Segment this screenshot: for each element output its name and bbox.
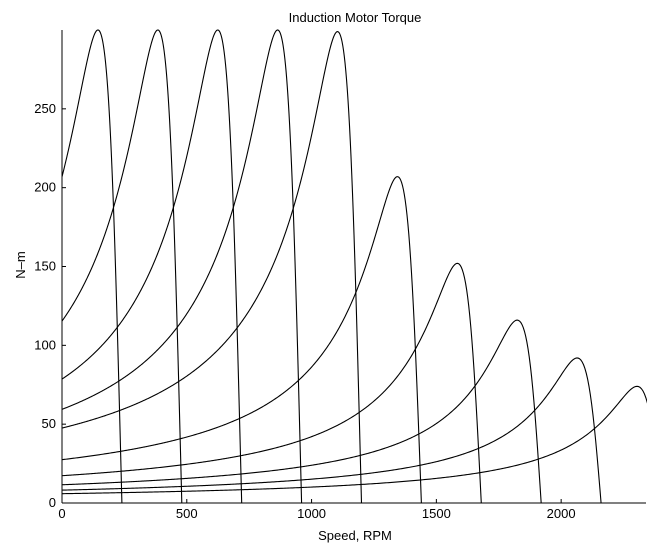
torque-curve-7 xyxy=(62,262,482,504)
y-tick-label: 100 xyxy=(34,337,56,352)
chart-curves xyxy=(62,29,647,504)
torque-curve-2 xyxy=(62,29,183,504)
x-tick-label: 0 xyxy=(58,506,65,521)
y-tick-label: 150 xyxy=(34,259,56,274)
torque-curve-4 xyxy=(62,29,303,504)
chart-ticks: 0 500 1000 1500 2000 0 50 100 150 200 250 xyxy=(34,101,575,521)
y-tick-label: 250 xyxy=(34,101,56,116)
x-tick-label: 2000 xyxy=(547,506,576,521)
y-tick-label: 0 xyxy=(49,495,56,510)
chart-axes xyxy=(61,30,646,504)
torque-curve-9 xyxy=(62,357,602,504)
torque-curve-8 xyxy=(62,319,542,504)
x-tick-label: 500 xyxy=(176,506,198,521)
torque-curve-3 xyxy=(62,29,243,504)
x-tick-label: 1500 xyxy=(422,506,451,521)
y-axis-label: N–m xyxy=(13,251,28,278)
y-tick-label: 50 xyxy=(42,416,56,431)
x-tick-label: 1000 xyxy=(297,506,326,521)
y-tick-label: 200 xyxy=(34,180,56,195)
chart-title: Induction Motor Torque xyxy=(289,10,422,25)
torque-curve-1 xyxy=(62,29,123,504)
x-axis-label: Speed, RPM xyxy=(318,528,392,543)
torque-curve-6 xyxy=(62,176,422,504)
torque-curve-5 xyxy=(62,31,363,504)
torque-curve-10 xyxy=(62,385,647,495)
